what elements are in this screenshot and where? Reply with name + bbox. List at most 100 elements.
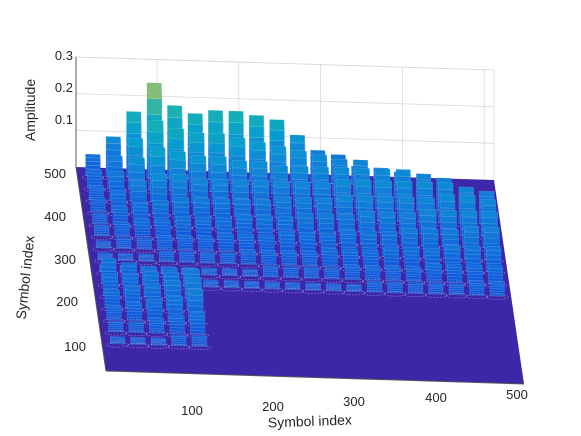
block-band: [175, 223, 192, 229]
block-base: [422, 280, 446, 286]
surface-block: [123, 301, 146, 325]
surface-block: [281, 282, 305, 294]
block-band: [192, 184, 208, 192]
block-band: [285, 282, 301, 285]
block-base: [381, 279, 405, 285]
block-band: [189, 142, 205, 153]
surface-block: [187, 335, 211, 351]
block-band: [261, 250, 277, 254]
block-band: [142, 266, 158, 271]
block-band: [426, 263, 442, 268]
block-band: [332, 158, 348, 166]
surface-block: [172, 216, 195, 243]
block-band: [343, 248, 359, 253]
block-band: [417, 188, 433, 196]
block-band: [460, 201, 476, 210]
block-band: [125, 289, 141, 295]
block-band: [145, 283, 161, 289]
block-band: [438, 182, 454, 190]
block-band: [421, 215, 437, 223]
block-band: [158, 250, 175, 254]
block-base: [194, 249, 218, 255]
block-band: [421, 221, 437, 229]
block-band: [441, 215, 457, 223]
block-band: [172, 187, 188, 196]
block-band: [361, 238, 377, 244]
block-band: [109, 336, 126, 339]
surface-block: [102, 304, 126, 324]
surface-block: [443, 264, 466, 287]
block-band: [383, 261, 400, 266]
block-base: [102, 318, 126, 324]
block-band: [170, 159, 186, 169]
block-band: [105, 142, 121, 151]
block-band: [147, 313, 163, 319]
block-base: [238, 274, 262, 281]
block-base: [320, 277, 344, 283]
block-band: [157, 234, 173, 239]
block-band: [228, 110, 244, 124]
block-band: [116, 237, 132, 241]
block-band: [272, 165, 288, 173]
surface-block: [147, 337, 170, 349]
blocks-group: [81, 82, 509, 351]
block-band: [460, 194, 476, 203]
block-band: [296, 197, 312, 204]
block-band: [378, 195, 394, 203]
block-band: [175, 230, 192, 236]
block-band: [192, 190, 208, 198]
block-band: [244, 280, 260, 283]
block-base: [424, 292, 448, 298]
surface-block: [104, 320, 128, 336]
block-band: [203, 279, 219, 282]
block-band: [317, 203, 333, 210]
block-band: [194, 197, 210, 204]
block-band: [126, 111, 142, 123]
block-band: [486, 254, 502, 260]
block-base: [112, 247, 136, 253]
block-band: [129, 164, 145, 173]
block-band: [216, 217, 232, 223]
x-axis-line: [105, 370, 525, 385]
block-band: [254, 192, 270, 200]
block-band: [102, 277, 119, 282]
surface-block: [298, 251, 322, 271]
block-band: [400, 217, 416, 225]
block-band: [404, 261, 420, 267]
block-band: [199, 251, 215, 255]
block-band: [187, 113, 203, 125]
block-band: [149, 318, 165, 322]
block-band: [228, 122, 244, 135]
block-band: [404, 258, 420, 263]
block-band: [283, 266, 299, 270]
block-base: [342, 290, 366, 296]
block-band: [424, 258, 440, 264]
block-band: [352, 159, 369, 167]
surface-block: [167, 334, 191, 350]
block-band: [164, 271, 180, 277]
block-base: [123, 319, 146, 325]
block-band: [319, 223, 335, 229]
block-band: [319, 213, 335, 220]
surface-block: [259, 265, 282, 281]
block-band: [254, 180, 270, 188]
block-band: [223, 280, 239, 283]
block-band: [271, 145, 287, 155]
block-band: [295, 181, 311, 189]
surface-block: [465, 280, 489, 300]
block-band: [289, 134, 305, 144]
block-band: [237, 218, 253, 224]
block-band: [402, 237, 418, 244]
block-band: [172, 173, 188, 182]
surface-block: [196, 251, 219, 267]
block-band: [127, 137, 144, 148]
block-band: [145, 291, 161, 297]
block-base: [167, 344, 191, 350]
block-base: [277, 264, 301, 270]
block-band: [105, 136, 121, 144]
block-band: [109, 171, 125, 177]
surface-block: [485, 281, 509, 300]
block-band: [188, 305, 204, 312]
block-band: [218, 233, 234, 238]
